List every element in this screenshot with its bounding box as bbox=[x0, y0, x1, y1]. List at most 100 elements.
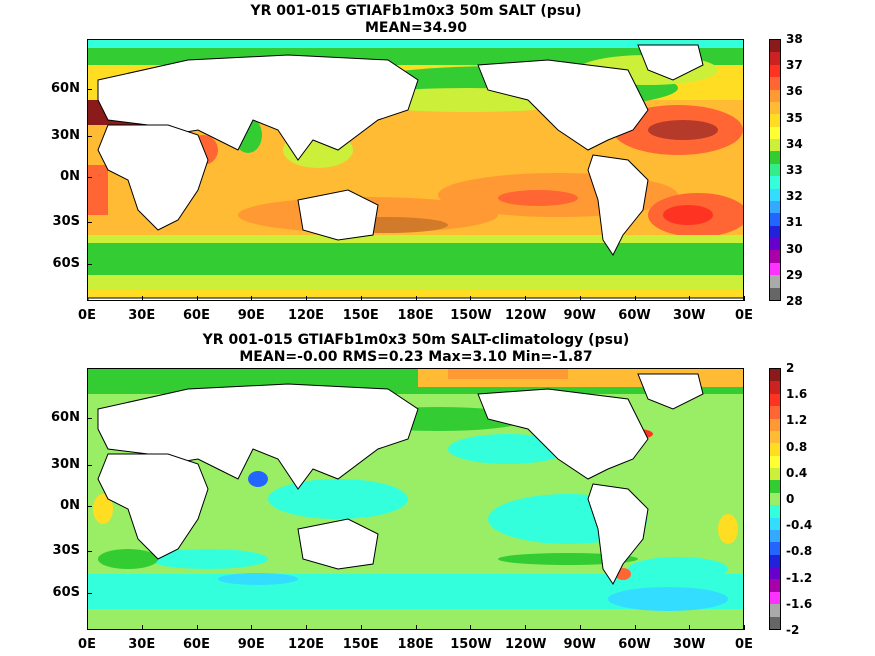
colorbar-swatch bbox=[770, 250, 780, 263]
x-tick bbox=[306, 625, 307, 630]
x-tick bbox=[251, 625, 253, 630]
colorbar-label: 34 bbox=[786, 136, 803, 151]
colorbar-swatch bbox=[770, 275, 780, 288]
y-tick bbox=[87, 593, 92, 595]
y-axis-label: 60S bbox=[52, 585, 80, 601]
top-title-line1: YR 001-015 GTIAFb1m0x3 50m SALT (psu) bbox=[250, 3, 582, 19]
colorbar-swatch bbox=[770, 468, 780, 481]
x-axis-label: 150E bbox=[342, 308, 379, 323]
y-tick bbox=[87, 417, 92, 419]
colorbar-swatch bbox=[770, 213, 780, 226]
colorbar-swatch bbox=[770, 139, 780, 152]
x-axis-label: 60W bbox=[618, 637, 651, 652]
x-axis-label: 150E bbox=[342, 637, 379, 652]
bottom-colorbar bbox=[769, 368, 781, 630]
colorbar-label: 30 bbox=[786, 241, 803, 256]
x-tick bbox=[470, 296, 472, 301]
y-axis-label: 30S bbox=[52, 543, 80, 559]
y-axis-label: 30N bbox=[51, 456, 80, 472]
colorbar-label: 2 bbox=[786, 361, 795, 375]
x-axis-label: 0E bbox=[735, 637, 753, 652]
x-tick bbox=[634, 296, 636, 301]
colorbar-swatch bbox=[770, 151, 780, 164]
top-map bbox=[87, 39, 744, 301]
x-axis-label: 0E bbox=[78, 637, 96, 652]
colorbar-swatch bbox=[770, 492, 780, 506]
colorbar-swatch bbox=[770, 430, 780, 444]
colorbar-swatch bbox=[770, 238, 780, 251]
top-title-line2: MEAN=34.90 bbox=[364, 20, 468, 36]
colorbar-swatch bbox=[770, 616, 780, 629]
colorbar-swatch bbox=[770, 225, 780, 238]
bottom-title-line2: MEAN=-0.00 RMS=0.23 Max=3.10 Min=-1.87 bbox=[239, 349, 593, 365]
colorbar-label: 28 bbox=[786, 294, 803, 308]
y-axis-label: 60S bbox=[52, 256, 80, 272]
colorbar-swatch bbox=[770, 126, 780, 139]
colorbar-swatch bbox=[770, 591, 780, 605]
x-tick bbox=[87, 625, 88, 630]
x-axis-label: 0E bbox=[78, 308, 96, 323]
x-axis-label: 90W bbox=[563, 637, 596, 652]
colorbar-swatch bbox=[770, 101, 780, 115]
y-tick bbox=[87, 505, 92, 507]
colorbar-swatch bbox=[770, 529, 780, 543]
colorbar-swatch bbox=[770, 406, 780, 419]
x-tick bbox=[360, 625, 362, 630]
colorbar-swatch bbox=[770, 163, 780, 177]
colorbar-label: -1.6 bbox=[786, 596, 813, 611]
y-axis-label: 60N bbox=[51, 409, 80, 425]
y-tick bbox=[87, 135, 92, 137]
colorbar-label: 29 bbox=[786, 267, 803, 282]
x-axis-label: 0E bbox=[735, 308, 753, 323]
x-tick bbox=[689, 625, 691, 630]
x-tick bbox=[579, 296, 581, 301]
x-axis-label: 150W bbox=[450, 308, 492, 323]
x-tick bbox=[579, 625, 581, 630]
x-axis-label: 60E bbox=[183, 637, 210, 652]
x-tick bbox=[689, 296, 691, 301]
colorbar-label: -0.4 bbox=[786, 518, 813, 533]
colorbar-label: 0.8 bbox=[786, 439, 808, 454]
x-axis-label: 120E bbox=[287, 308, 325, 323]
x-tick bbox=[141, 625, 143, 630]
x-axis-label: 30W bbox=[673, 637, 706, 652]
x-axis-label: 60W bbox=[618, 308, 651, 323]
colorbar-swatch bbox=[770, 604, 780, 617]
colorbar-label: -1.2 bbox=[786, 570, 813, 585]
y-axis-label: 30S bbox=[52, 214, 80, 230]
y-tick bbox=[87, 551, 92, 553]
colorbar-swatch bbox=[770, 381, 780, 394]
colorbar-swatch bbox=[770, 455, 780, 468]
colorbar-swatch bbox=[770, 369, 780, 382]
x-tick bbox=[251, 296, 253, 301]
x-tick bbox=[525, 625, 526, 630]
bottom-title-line1: YR 001-015 GTIAFb1m0x3 50m SALT-climatol… bbox=[202, 332, 630, 348]
x-tick bbox=[744, 625, 745, 630]
colorbar-swatch bbox=[770, 40, 780, 53]
x-axis-label: 150W bbox=[450, 637, 492, 652]
x-axis-label: 180E bbox=[397, 637, 434, 652]
y-axis-label: 30N bbox=[51, 127, 80, 143]
colorbar-swatch bbox=[770, 77, 780, 90]
colorbar-label: 32 bbox=[786, 189, 803, 204]
x-tick bbox=[470, 625, 472, 630]
y-tick bbox=[87, 264, 92, 266]
x-tick bbox=[744, 296, 745, 301]
colorbar-label: 31 bbox=[786, 215, 803, 230]
colorbar-swatch bbox=[770, 89, 780, 102]
top-colorbar bbox=[769, 39, 781, 301]
colorbar-label: 0 bbox=[786, 492, 795, 506]
x-tick bbox=[634, 625, 636, 630]
x-axis-label: 120W bbox=[505, 637, 547, 652]
colorbar-swatch bbox=[770, 567, 780, 580]
y-tick bbox=[87, 176, 92, 178]
colorbar-label: 38 bbox=[786, 32, 803, 46]
colorbar-label: -2 bbox=[786, 623, 800, 637]
colorbar-swatch bbox=[770, 393, 780, 407]
y-axis-label: 0N bbox=[60, 168, 80, 184]
colorbar-label: 33 bbox=[786, 163, 803, 177]
x-axis-label: 120E bbox=[287, 637, 325, 652]
y-axis-label: 0N bbox=[60, 497, 80, 513]
x-axis-label: 90E bbox=[237, 308, 265, 323]
colorbar-swatch bbox=[770, 418, 780, 431]
